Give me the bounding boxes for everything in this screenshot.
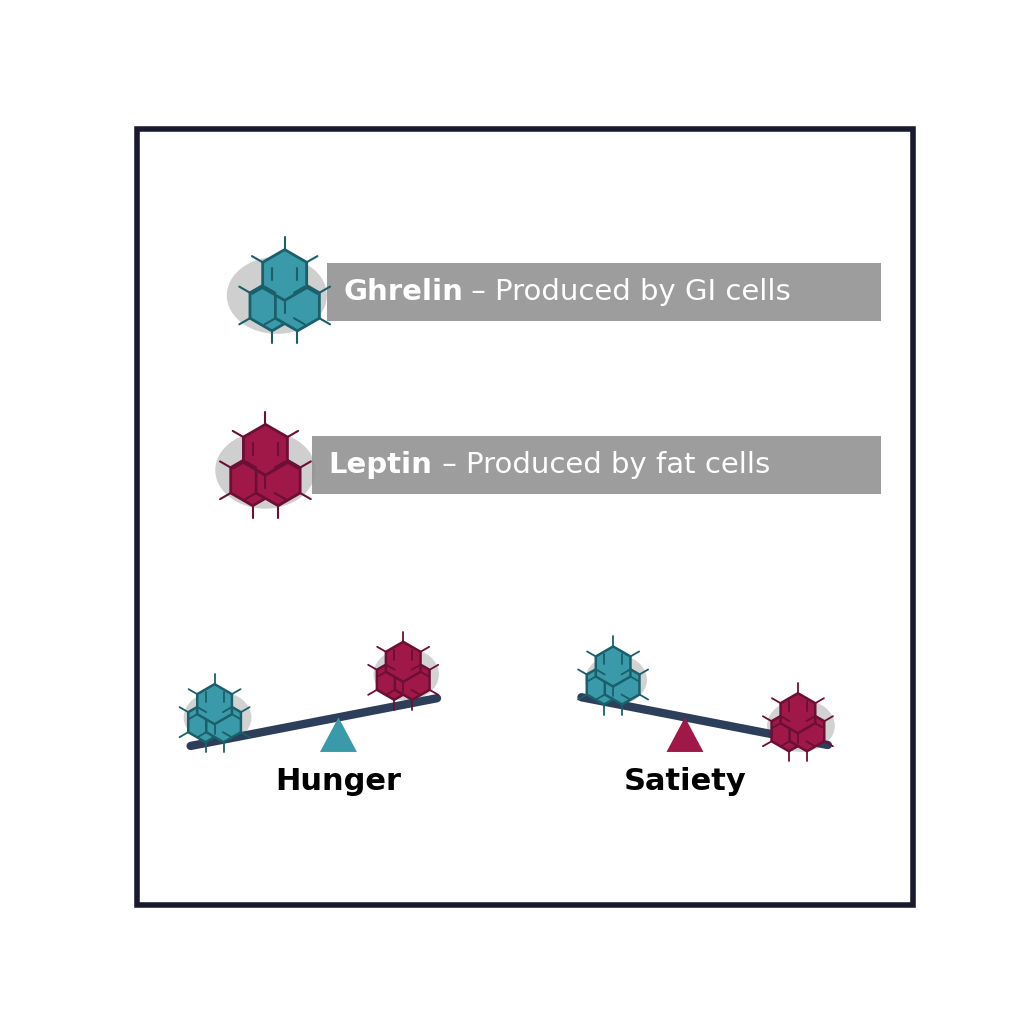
- Polygon shape: [386, 642, 421, 682]
- Polygon shape: [790, 712, 824, 752]
- Polygon shape: [230, 455, 274, 506]
- Text: Leptin: Leptin: [329, 452, 432, 479]
- Polygon shape: [244, 424, 288, 475]
- Text: Ghrelin: Ghrelin: [344, 278, 464, 306]
- Ellipse shape: [226, 257, 327, 334]
- Text: – Produced by fat cells: – Produced by fat cells: [433, 452, 770, 479]
- Polygon shape: [319, 718, 357, 752]
- FancyBboxPatch shape: [137, 129, 912, 905]
- Ellipse shape: [586, 654, 647, 705]
- Polygon shape: [188, 702, 223, 742]
- FancyBboxPatch shape: [311, 436, 882, 494]
- Polygon shape: [377, 659, 412, 699]
- Polygon shape: [250, 281, 294, 331]
- Polygon shape: [596, 646, 631, 686]
- Polygon shape: [275, 281, 319, 331]
- Polygon shape: [395, 659, 429, 699]
- Polygon shape: [605, 665, 639, 705]
- Polygon shape: [771, 712, 806, 752]
- FancyBboxPatch shape: [327, 263, 882, 321]
- Text: Hunger: Hunger: [275, 767, 401, 797]
- Polygon shape: [667, 718, 703, 752]
- Polygon shape: [206, 702, 241, 742]
- Text: – Produced by GI cells: – Produced by GI cells: [462, 278, 791, 306]
- Ellipse shape: [767, 699, 835, 752]
- Polygon shape: [198, 684, 231, 724]
- Polygon shape: [263, 250, 306, 300]
- Ellipse shape: [374, 648, 439, 700]
- Polygon shape: [780, 693, 815, 733]
- Ellipse shape: [183, 691, 252, 743]
- Polygon shape: [587, 665, 622, 705]
- Polygon shape: [256, 455, 300, 506]
- Ellipse shape: [215, 432, 315, 509]
- Text: Satiety: Satiety: [624, 767, 746, 797]
